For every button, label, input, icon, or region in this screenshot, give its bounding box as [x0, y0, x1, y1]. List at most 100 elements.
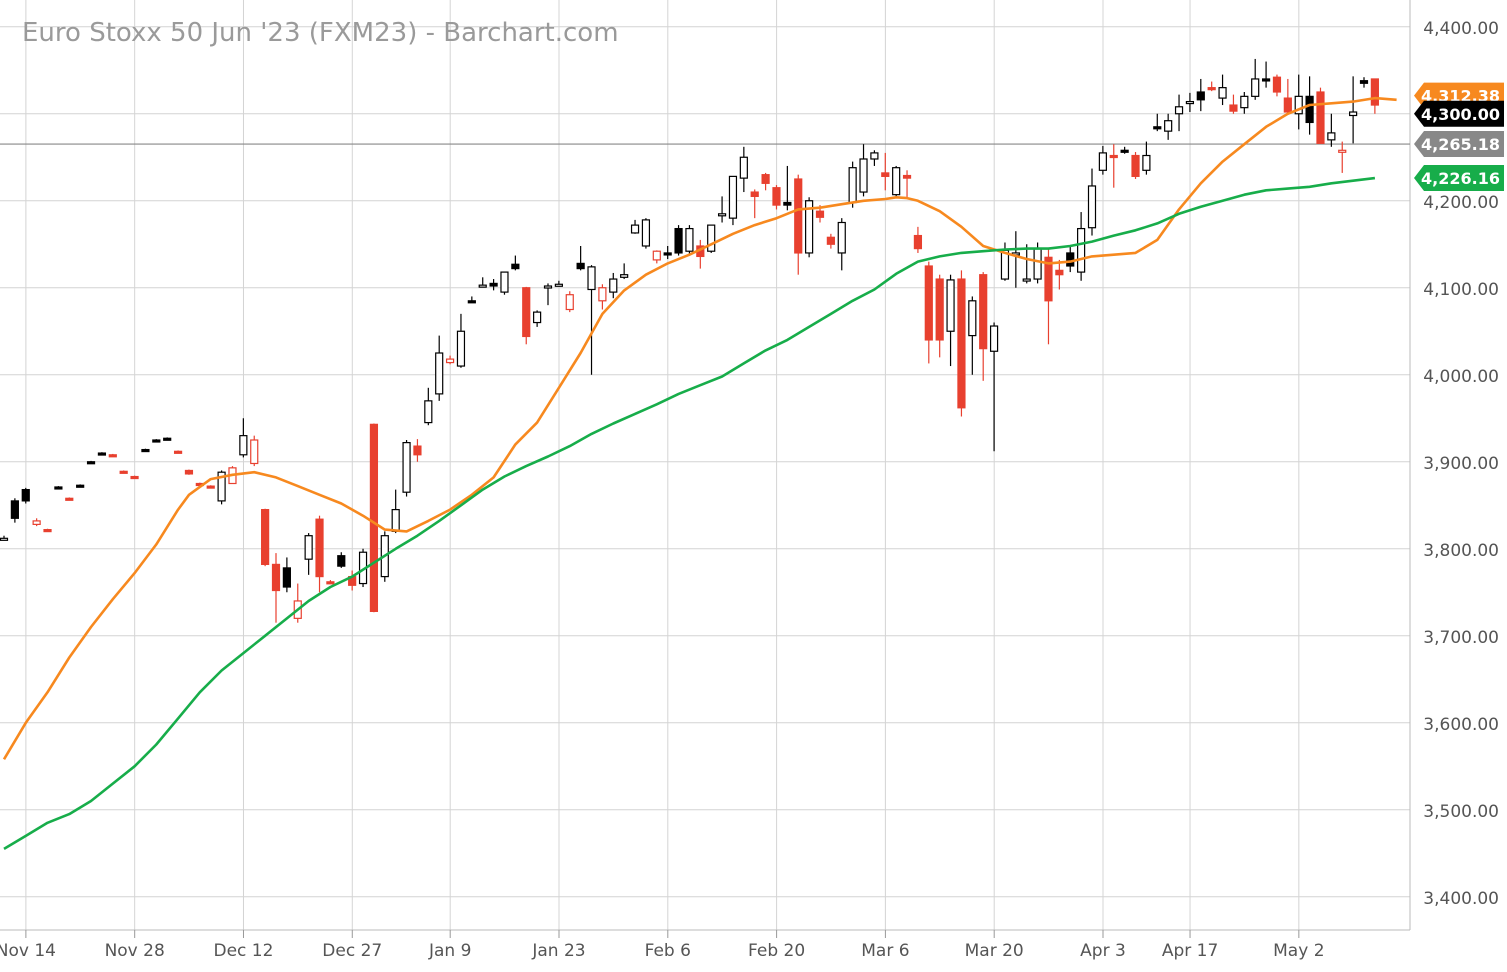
candle-body: [304, 535, 313, 560]
candle-body: [163, 437, 172, 441]
candle-body: [1098, 152, 1107, 171]
candle: [348, 570, 357, 591]
candle: [663, 245, 672, 260]
candle: [576, 245, 585, 271]
y-tick-label: 3,800.00: [1423, 541, 1499, 561]
candle: [739, 146, 748, 193]
candle-body: [1109, 154, 1118, 159]
candle-body: [772, 187, 781, 206]
y-tick-label: 4,100.00: [1423, 280, 1499, 300]
x-tick-label: Apr 17: [1162, 941, 1218, 961]
y-tick-label: 4,000.00: [1423, 367, 1499, 387]
candle: [282, 557, 291, 593]
candle: [239, 418, 248, 458]
candle: [1207, 81, 1216, 92]
candle-body: [620, 274, 629, 278]
candle-body: [533, 311, 542, 324]
candle-body: [717, 213, 727, 217]
candle: [271, 553, 281, 623]
candle-body: [652, 250, 661, 261]
candle-body: [587, 266, 596, 291]
candle: [1349, 76, 1358, 144]
candle-body: [1077, 227, 1086, 273]
candle-body: [315, 518, 324, 578]
candle-body: [1207, 87, 1216, 91]
candle-body: [609, 278, 618, 293]
x-tick-label: Mar 20: [965, 941, 1024, 961]
candle: [1164, 113, 1173, 140]
candle: [402, 440, 411, 497]
candle: [119, 470, 128, 474]
candle-body: [326, 581, 335, 585]
candle: [86, 460, 96, 465]
candle-body: [239, 435, 248, 456]
x-tick-label: May 2: [1273, 941, 1324, 961]
candle-body: [1294, 95, 1303, 115]
candle: [152, 439, 161, 443]
candle: [500, 271, 509, 295]
candle: [924, 261, 933, 364]
candle: [1174, 94, 1184, 132]
candle-body: [489, 282, 498, 287]
candle-body: [478, 284, 487, 288]
candle-body: [1066, 252, 1075, 267]
candle: [968, 296, 977, 375]
candle-body: [467, 300, 476, 304]
candle-body: [0, 537, 9, 541]
price-tag-label: 4,226.16: [1421, 169, 1500, 188]
candle-body: [848, 167, 857, 204]
candle-body: [924, 265, 933, 341]
candle: [913, 226, 923, 253]
candle: [163, 437, 172, 441]
candle: [1153, 113, 1162, 132]
candle: [206, 485, 215, 489]
candle: [979, 272, 988, 381]
candle: [1229, 94, 1238, 114]
candle: [1218, 74, 1227, 106]
candle: [750, 189, 759, 219]
price-tag: 4,300.00: [1414, 100, 1504, 127]
candle: [989, 322, 999, 452]
candle: [805, 197, 814, 258]
candle-body: [1305, 95, 1314, 124]
candle: [1098, 145, 1107, 175]
candle-body: [663, 252, 672, 256]
candle: [935, 274, 944, 358]
candle: [0, 535, 9, 541]
candle: [1370, 78, 1379, 114]
candle: [630, 219, 640, 234]
candle-body: [979, 274, 988, 350]
candle-body: [10, 500, 19, 519]
candle-body: [859, 158, 868, 193]
candle-body: [21, 488, 30, 502]
candle-body: [337, 555, 346, 567]
candle-body: [641, 219, 651, 247]
x-tick-label: Nov 28: [105, 941, 165, 961]
candle: [326, 580, 335, 585]
candle: [522, 286, 531, 345]
price-tag-label: 4,300.00: [1421, 105, 1500, 124]
candle: [184, 469, 194, 475]
candle-body: [968, 300, 977, 337]
candle: [76, 484, 85, 488]
candle-body: [1164, 120, 1173, 132]
candle: [478, 277, 487, 288]
candle: [1011, 231, 1020, 288]
candle: [1240, 92, 1249, 114]
candle-body: [674, 227, 683, 254]
candle-body: [946, 279, 955, 332]
candle: [1327, 113, 1336, 147]
moving-average-short: [2, 96, 1397, 760]
candle-body: [728, 175, 738, 219]
candle: [1359, 77, 1369, 88]
candle: [250, 435, 259, 467]
candle: [1055, 259, 1064, 290]
candle-body: [1327, 132, 1336, 141]
candle: [1338, 141, 1347, 173]
candle-body: [1283, 97, 1292, 113]
candle: [391, 489, 400, 534]
candle: [467, 296, 476, 304]
candle-body: [1196, 91, 1205, 101]
candle: [489, 279, 498, 291]
candle: [685, 225, 694, 255]
